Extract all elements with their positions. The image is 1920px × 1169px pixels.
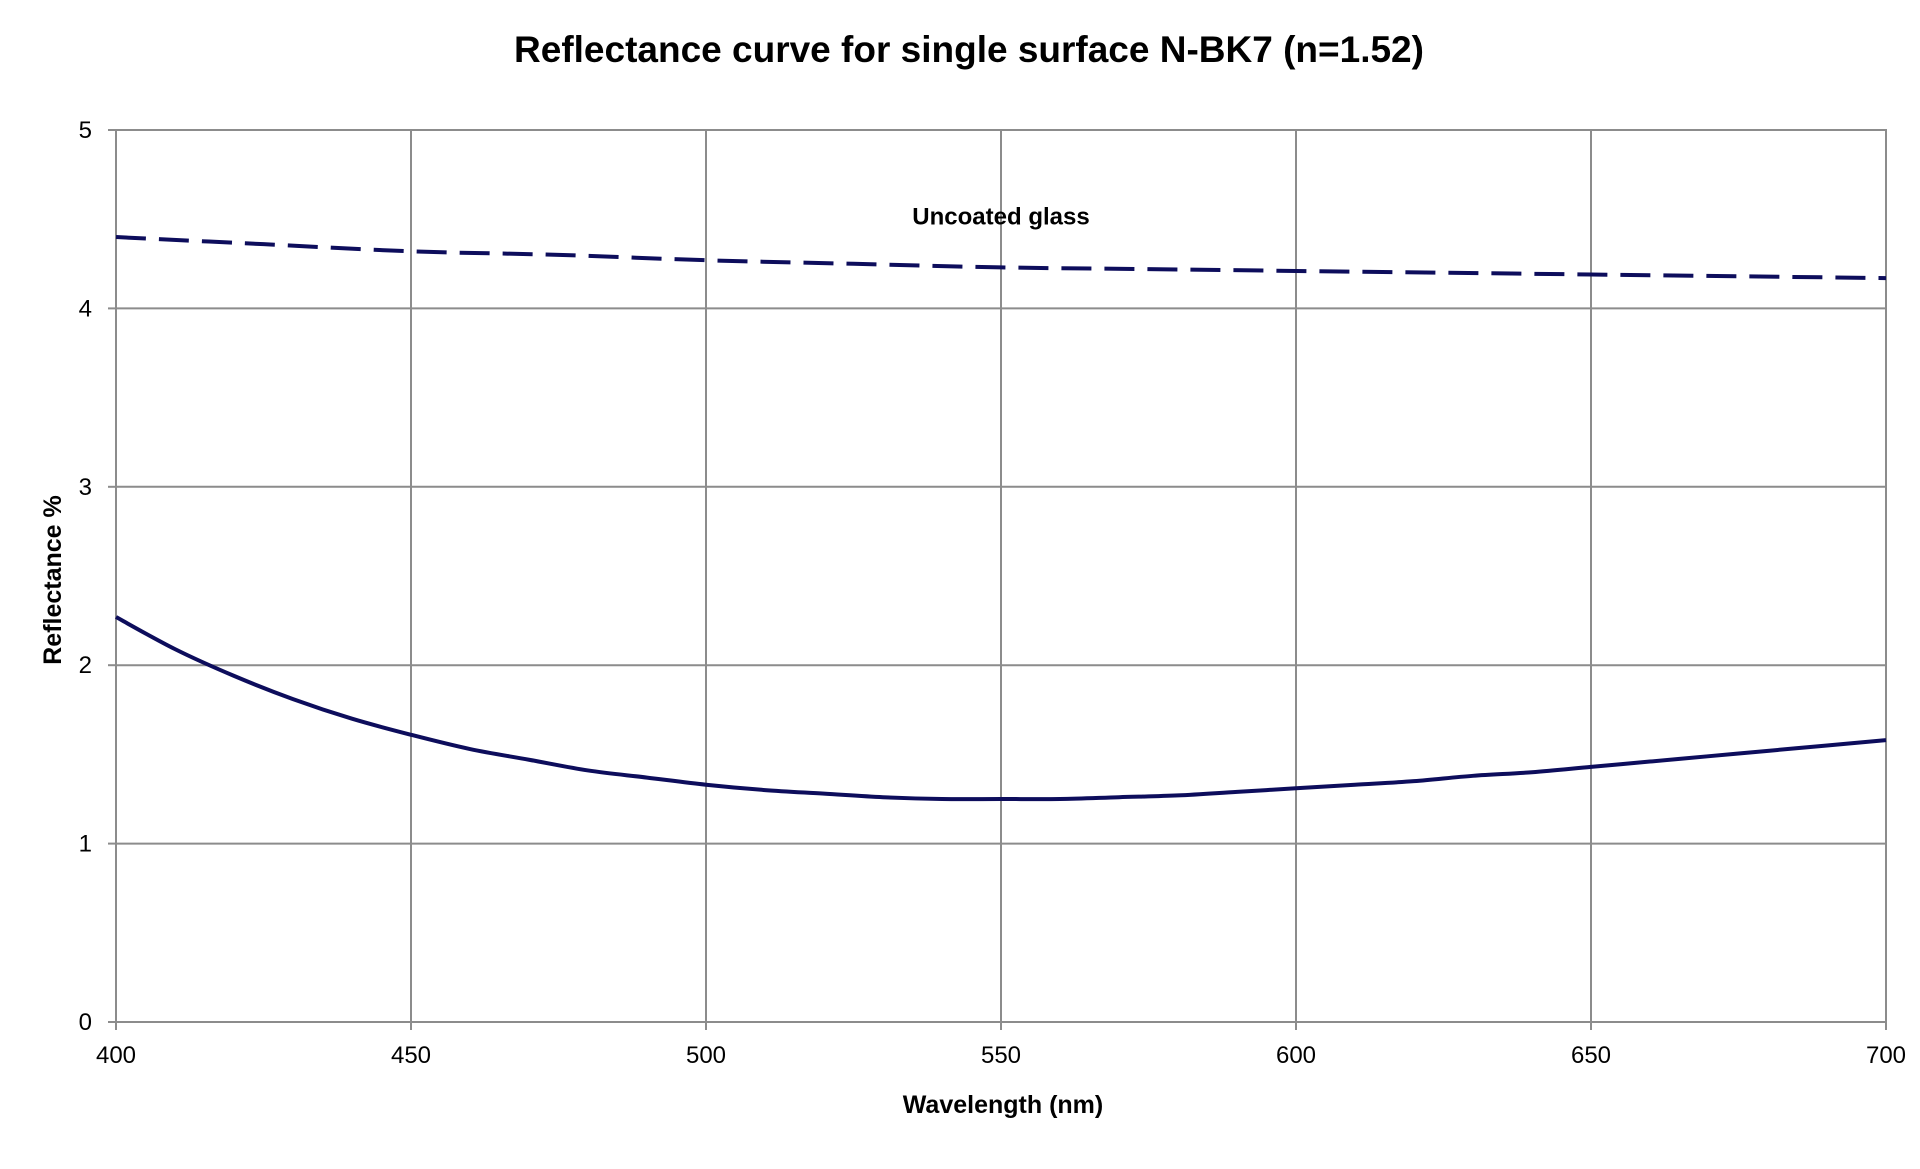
- y-tick-label: 1: [79, 831, 92, 858]
- x-tick-label: 650: [1571, 1042, 1611, 1069]
- annotations: Uncoated glass: [912, 204, 1089, 231]
- uncoated-glass-line: [115, 235, 1887, 281]
- uncoated-glass-label: Uncoated glass: [912, 204, 1089, 231]
- x-tick-label: 550: [981, 1042, 1021, 1069]
- tick-labels: 400 450 500 550 600 650 700 0 1 2 3 4 5: [79, 117, 1906, 1069]
- x-tick-label: 700: [1866, 1042, 1906, 1069]
- data-series: [115, 235, 1887, 802]
- y-tick-label: 2: [79, 652, 92, 679]
- chart-title: Reflectance curve for single surface N-B…: [514, 29, 1424, 70]
- x-tick-label: 500: [686, 1042, 726, 1069]
- gridlines: [115, 129, 1887, 1023]
- y-tick-label: 5: [79, 117, 92, 144]
- axes: [108, 129, 1887, 1030]
- coated-reflectance-line: [115, 615, 1887, 802]
- x-tick-label: 450: [391, 1042, 431, 1069]
- y-tick-label: 4: [79, 295, 92, 322]
- y-tick-label: 3: [79, 474, 92, 501]
- x-axis-title: Wavelength (nm): [903, 1091, 1103, 1119]
- y-axis-title: Reflectance %: [39, 495, 67, 665]
- x-tick-label: 400: [96, 1042, 136, 1069]
- x-tick-label: 600: [1276, 1042, 1316, 1069]
- y-tick-label: 0: [79, 1009, 92, 1036]
